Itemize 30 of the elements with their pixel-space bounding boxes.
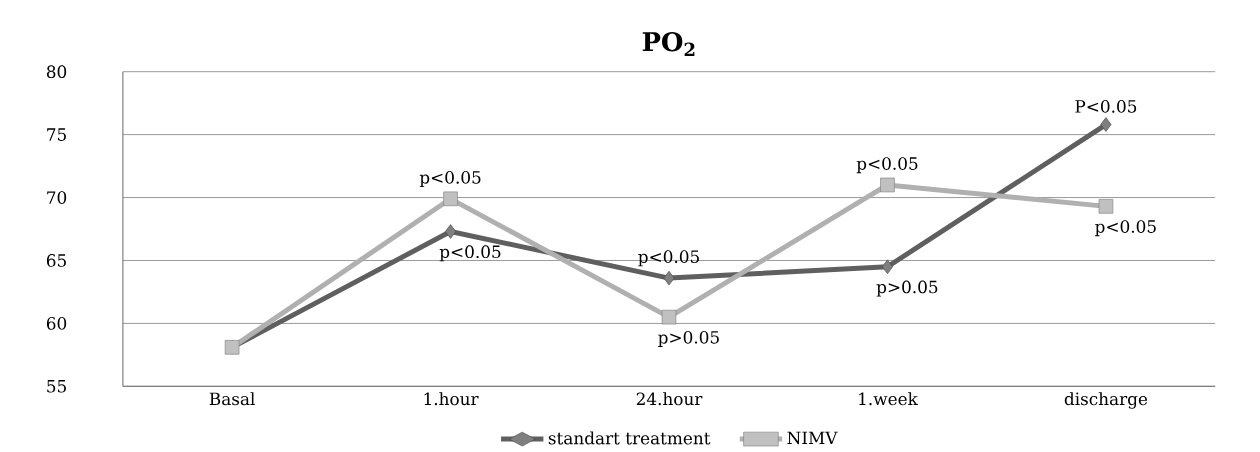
- point: [881, 259, 893, 274]
- y-tick-label: 80: [46, 65, 67, 79]
- point: [663, 270, 675, 286]
- x-tick-label: Basal: [209, 392, 255, 406]
- y-tick-label: 75: [47, 128, 66, 141]
- point: [445, 224, 457, 239]
- point: [661, 309, 677, 325]
- point: [443, 191, 458, 207]
- y-tick-label: 55: [47, 380, 66, 393]
- annotation: p>0.05: [658, 330, 719, 347]
- legend-label: standart treatment: [548, 431, 711, 445]
- annotation: p<0.05: [856, 157, 918, 174]
- chart-title: PO$_{2}$: [642, 31, 695, 56]
- annotation: p<0.05: [638, 250, 699, 267]
- point: [1098, 199, 1114, 214]
- annotation: P<0.05: [1075, 99, 1137, 113]
- y-tick-label: 65: [46, 254, 66, 267]
- y-tick-label: 70: [47, 191, 67, 204]
- x-tick-label: 24.hour: [636, 392, 703, 406]
- x-tick-label: discharge: [1064, 392, 1148, 409]
- point: [1100, 117, 1112, 132]
- annotation: p<0.05: [439, 245, 501, 262]
- legend-label: NIMV: [787, 431, 838, 445]
- y-tick-label: 60: [46, 317, 67, 330]
- annotation: p<0.05: [419, 170, 481, 187]
- point: [880, 177, 895, 193]
- annotation: p>0.05: [876, 280, 938, 297]
- annotation: p<0.05: [1095, 220, 1156, 237]
- x-tick-label: 1.hour: [424, 392, 479, 406]
- x-tick-label: 1.week: [859, 392, 918, 406]
